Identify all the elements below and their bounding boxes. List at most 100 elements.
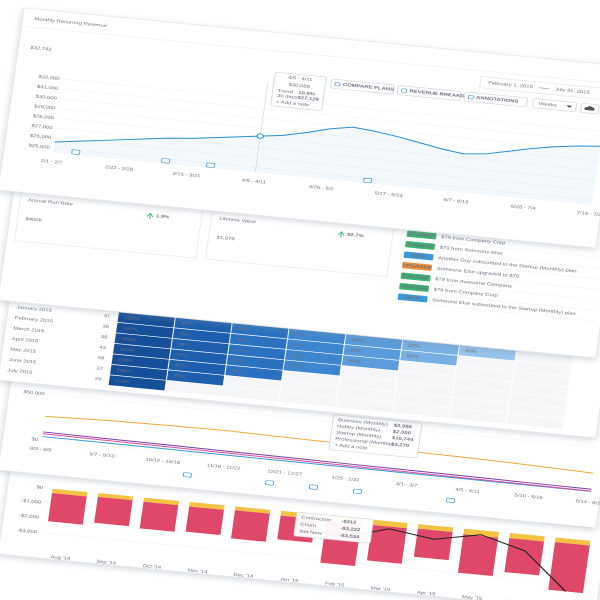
bar-segment — [231, 510, 270, 542]
tooltip-name: Startup (Monthly) — [336, 430, 382, 439]
grid-line — [53, 147, 593, 201]
bar-segment — [457, 534, 499, 577]
add-note: + Add a note — [276, 100, 310, 108]
cohort-cell — [283, 360, 341, 376]
cohort-value: 100% — [121, 337, 137, 343]
cohort-cell — [343, 344, 401, 360]
cohort-value: 91% — [293, 343, 306, 349]
add-note: + Add a note — [334, 443, 368, 451]
grid-line — [62, 88, 600, 142]
x-tick-label: 3/1 - 3/7 — [395, 482, 417, 489]
bar-segment — [366, 524, 407, 564]
x-tick-label: 4/5 - 4/11 — [241, 178, 266, 185]
cohort-value: 93% — [290, 364, 303, 370]
x-tick-label: 8/3 - 8/9 — [30, 446, 52, 453]
x-tick-label: 6/28 - 7/4 — [511, 204, 537, 211]
cohort-cell — [280, 381, 338, 397]
cohort-cell — [397, 371, 455, 387]
cohort-cell — [451, 397, 509, 414]
cohort-cell — [515, 350, 573, 367]
grid-line — [40, 532, 590, 586]
cohort-value: 100% — [116, 368, 132, 374]
x-tick-label: Oct '14 — [142, 564, 161, 571]
button-label: COMPARE PLANS — [343, 83, 395, 93]
x-tick-label: 5/10 - 5/16 — [514, 493, 543, 501]
cohort-cell — [454, 376, 512, 393]
grid-line — [41, 439, 591, 494]
feed-tag-label: CHARGE — [407, 242, 434, 249]
cohort-value: 88% — [406, 354, 419, 360]
title-divider — [21, 25, 600, 85]
metric-label: Lifetime Value — [219, 216, 257, 224]
trend-label: Trend — [277, 89, 293, 95]
feed-tag-label: CHARGE — [401, 284, 428, 291]
y-tick-label: $32,000 — [38, 75, 60, 82]
cohort-cell — [509, 392, 567, 409]
annotation-icon — [161, 158, 171, 164]
interval-label: Weeks — [539, 102, 558, 109]
bar-segment — [555, 537, 591, 546]
cohort-count: 41 — [104, 314, 111, 320]
cohort-month: June 2015 — [8, 358, 36, 366]
metric-value: $1,979 — [216, 235, 235, 242]
feed-divider — [395, 301, 597, 322]
x-tick-label: 9/7 - 9/13 — [89, 452, 115, 459]
hover-line — [254, 81, 269, 173]
series-line — [43, 431, 592, 490]
y-tick-label: $25,000 — [28, 143, 50, 150]
annotation-icon — [446, 497, 456, 504]
cohort-count: 36 — [102, 324, 109, 330]
feed-divider — [399, 269, 600, 290]
y-tick-label: $50,000 — [23, 390, 45, 397]
x-tick-label: Mar '15 — [370, 586, 390, 593]
cohort-count: 29 — [95, 377, 102, 383]
cohort-value: 96% — [178, 342, 191, 348]
feed-tag — [400, 272, 431, 282]
bar-segment — [509, 533, 545, 542]
cohort-value: 90% — [350, 348, 363, 354]
cohort-cell — [452, 387, 510, 403]
cohort-value: 92% — [348, 359, 361, 365]
date-dash — [539, 87, 550, 89]
cohort-value: 95% — [233, 358, 246, 364]
cohort-cell — [457, 355, 515, 372]
cohort-month: February 2015 — [14, 316, 53, 325]
x-tick-label: Jan '15 — [279, 577, 299, 584]
series-line — [45, 415, 594, 474]
feed-divider — [401, 259, 600, 280]
y-tick-label: $27,000 — [31, 124, 53, 131]
cohort-cell — [223, 375, 282, 391]
cohort-cell — [110, 364, 168, 380]
cohort-cell — [340, 365, 398, 381]
feed-tag — [402, 262, 433, 271]
cohort-month: July 2015 — [7, 368, 33, 375]
select-caret — [566, 105, 573, 108]
cohort-cell — [337, 386, 395, 402]
tooltip-value: $2,000 — [393, 429, 412, 436]
cohort-value: 100% — [115, 379, 131, 385]
cohort-month: May 2015 — [10, 347, 37, 354]
metric-value: $400K — [25, 217, 43, 224]
x-tick-label: 10/12 - 10/18 — [145, 457, 180, 465]
bar-segment — [235, 506, 271, 514]
bar-segment — [413, 528, 453, 561]
feed-tag-label: CHARGE — [408, 232, 435, 239]
feed-divider — [402, 248, 600, 269]
cohort-cell — [165, 380, 223, 396]
tooltip-name: Business (Monthly) — [338, 418, 389, 428]
toolbar-button — [330, 78, 395, 95]
feed-tag-label: CHARGE — [402, 274, 429, 281]
bar-segment — [185, 506, 224, 535]
bar-segment — [189, 502, 225, 510]
cohort-cell — [108, 375, 166, 391]
cohort-cell — [168, 359, 226, 375]
feed-tag — [399, 283, 430, 292]
cohort-cell — [172, 328, 231, 344]
annotation-icon — [363, 177, 373, 184]
cohort-value: 93% — [291, 353, 304, 359]
cohort-cell — [335, 397, 394, 413]
cohort-value: 95% — [173, 374, 186, 380]
cohort-cell — [401, 339, 460, 356]
cohort-value: 94% — [181, 321, 194, 327]
